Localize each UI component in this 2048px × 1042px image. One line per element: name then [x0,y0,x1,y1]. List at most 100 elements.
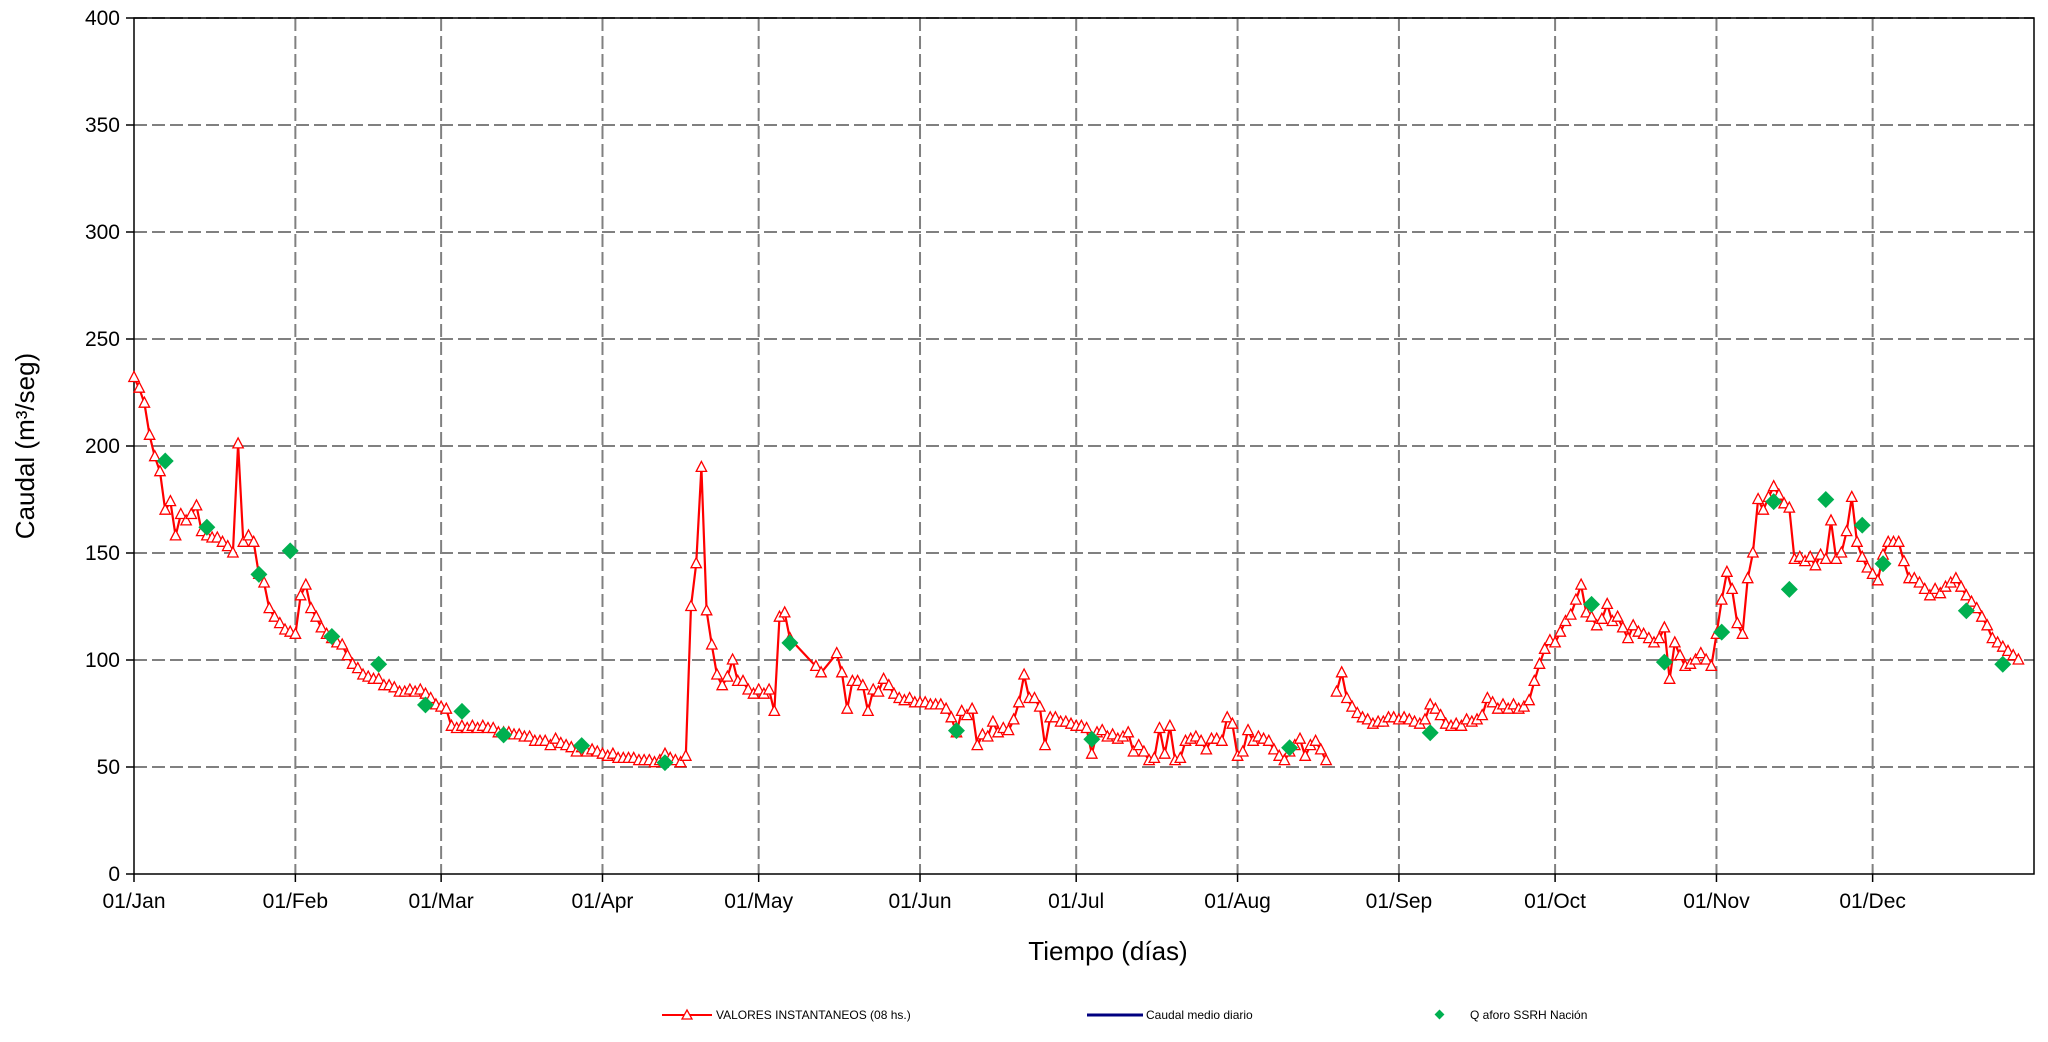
aforo-point [656,754,674,772]
valores-point [1038,738,1052,751]
aforo-point [1780,580,1798,598]
valores-point [190,498,203,511]
valores-point [440,701,453,714]
valores-point [726,652,739,665]
valores-point [606,746,620,759]
aforo-point [1874,555,1892,573]
x-axis-title: Tiempo (días) [1028,936,1187,966]
valores-point [1975,609,1989,622]
valores-point [143,427,156,440]
valores-point [1731,616,1744,629]
valores-point [689,556,703,569]
valores-point [1298,748,1312,761]
valores-point [1569,592,1583,605]
valores-point [148,449,162,462]
valores-point [851,673,864,687]
valores-point [1028,691,1041,704]
valores-point [741,682,755,695]
valores-point [1694,646,1708,659]
valores-point [158,502,172,515]
valores-point [752,682,765,695]
valores-point [710,667,724,680]
valores-point [903,691,916,704]
valores-point [309,609,323,622]
valores-point [939,701,953,714]
valores-point [1475,708,1489,721]
valores-point [778,605,791,618]
y-tick-label: 150 [85,542,120,565]
valores-point [1980,618,1994,631]
valores-point [1148,750,1161,764]
valores-point [486,721,500,734]
legend: VALORES INSTANTANEOS (08 hs.) Caudal med… [662,1008,1587,1022]
valores-point [1652,631,1666,644]
valores-point [695,459,708,473]
valores-point [1080,721,1093,734]
valores-point [835,665,849,678]
valores-point [414,682,427,695]
valores-point [2001,643,2015,657]
valores-point [1220,710,1234,723]
valores-point [1720,564,1734,577]
valores-point [1866,566,1879,580]
aforo-point [1583,595,1601,613]
valores-point [2006,648,2020,661]
valores-point [565,740,578,753]
aforo-point [1853,516,1871,534]
valores-point [1814,547,1827,560]
valores-point [544,738,557,751]
valores-point [830,646,843,659]
y-tick-labels: 0 50 100 150 200 250 300 350 400 [85,7,120,886]
valores-point [1803,549,1817,562]
valores-point [185,507,198,520]
valores-point [1522,693,1536,706]
valores-point [1751,492,1765,505]
aforo-point [1655,653,1673,671]
valores-point [679,748,693,761]
valores-point [1241,723,1255,736]
valores-point [242,528,255,541]
valores-point [1663,671,1676,684]
valores-point [523,729,536,742]
x-tick-label: 01/Apr [572,890,634,913]
valores-point [1121,725,1135,738]
y-tick-label: 400 [85,7,120,30]
valores-point [1777,496,1791,509]
valores-point [1507,697,1520,710]
valores-point [1215,733,1229,746]
valores-point [887,686,901,699]
valores-point [335,637,349,650]
aforo-point [1817,491,1835,508]
valores-point [1017,667,1031,680]
valores-point [1585,609,1598,622]
valores-point [1267,742,1281,755]
valores-point [1002,723,1015,736]
aforo-point [573,737,591,755]
y-tick-label: 300 [85,221,120,244]
valores-point [1564,607,1577,620]
valores-point [768,703,781,717]
valores-point [538,733,552,746]
x-tick-label: 01/Jul [1048,890,1104,913]
valores-point [237,534,250,547]
valores-point [1554,624,1567,637]
valores-point [1840,524,1853,537]
valores-point [1991,635,2004,648]
valores-point [1496,697,1510,710]
valores-point [1434,708,1447,721]
valores-point [861,703,875,717]
valores-point [1418,712,1432,725]
valores-point [1793,549,1807,562]
x-tick-label: 01/Dec [1839,890,1906,913]
valores-point [1033,699,1047,712]
valores-point [1897,554,1911,567]
valores-point [1486,695,1499,708]
valores-point [1746,545,1760,558]
valores-point [1829,551,1843,565]
valores-point [840,701,854,714]
valores-point [1923,588,1937,601]
legend-label-caudal-medio: Caudal medio diario [1146,1008,1253,1022]
valores-point [1528,673,1541,687]
